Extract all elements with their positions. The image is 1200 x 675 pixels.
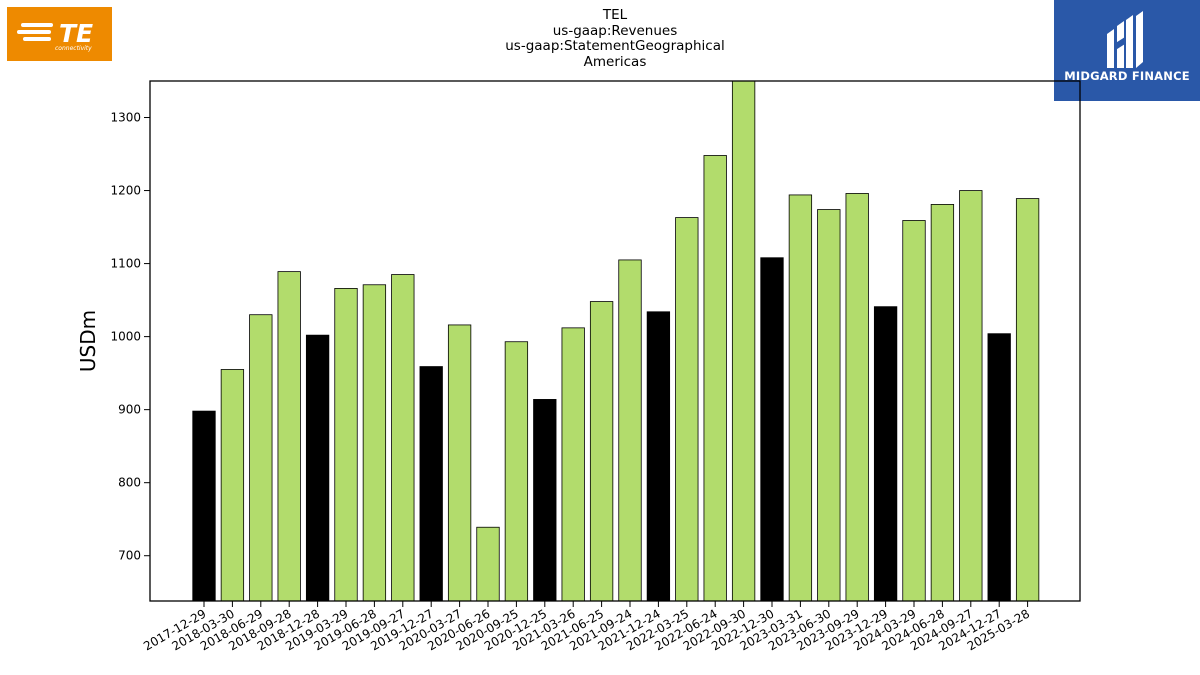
y-tick-label: 1100 — [110, 257, 141, 271]
bar-2023-09-29 — [845, 193, 869, 602]
y-tick-label: 1000 — [110, 330, 141, 344]
bar-2018-03-30 — [220, 369, 245, 602]
te-logo-mark-icon: TE connectivity — [17, 19, 93, 52]
plot-frame — [149, 80, 1081, 602]
bar-2023-12-29 — [873, 306, 898, 602]
y-tick-label: 1200 — [110, 184, 141, 198]
bar-2019-03-29 — [334, 288, 358, 602]
y-tick-label: 900 — [118, 403, 141, 417]
y-tick-label: 1300 — [110, 111, 141, 125]
chart-title: TEL us-gaap:Revenues us-gaap:StatementGe… — [150, 7, 1080, 71]
midgard-logo-text: MIDGARD FINANCE — [1064, 69, 1190, 83]
bar-series — [192, 80, 1040, 602]
x-axis: 2017-12-292018-03-302018-06-292018-09-28… — [141, 601, 1032, 653]
chart-title-line: us-gaap:Revenues — [552, 22, 678, 39]
midgard-finance-logo: MIDGARD FINANCE — [1054, 0, 1200, 101]
bar-2017-12-29 — [192, 410, 216, 602]
te-logo-text: TE — [59, 19, 93, 48]
chart-title-line: Americas — [583, 54, 647, 71]
bar-2021-06-25 — [589, 301, 614, 602]
bar-2020-09-25 — [504, 341, 529, 602]
bar-2022-12-30 — [760, 257, 784, 602]
bar-2021-03-26 — [561, 327, 585, 602]
y-axis: 700 800 900 1000 1100 1200 1300 — [110, 111, 150, 563]
chart-title-line: TEL — [602, 7, 628, 23]
bar-2025-03-28 — [1015, 198, 1040, 602]
bar-2020-06-26 — [476, 526, 500, 602]
bar-2018-12-28 — [305, 334, 330, 602]
y-tick-label: 800 — [118, 476, 141, 490]
bar-2022-06-24 — [703, 155, 727, 602]
bar-2023-03-31 — [788, 194, 813, 602]
bar-2024-09-27 — [959, 190, 983, 602]
bar-2022-03-25 — [675, 217, 699, 602]
te-connectivity-logo: TE connectivity — [7, 7, 112, 61]
bar-2022-09-30 — [731, 80, 756, 602]
bar-2018-06-29 — [249, 314, 273, 602]
chart-title-line: us-gaap:StatementGeographical — [505, 38, 725, 55]
bar-2024-06-28 — [930, 204, 955, 602]
bar-2019-06-28 — [362, 284, 387, 602]
bar-2019-12-27 — [419, 366, 443, 602]
bar-2024-12-27 — [987, 333, 1011, 602]
te-logo-tagline: connectivity — [55, 45, 92, 52]
midgard-logo-mark-icon — [1107, 11, 1143, 68]
bar-2021-09-24 — [618, 259, 642, 602]
bar-2021-12-24 — [646, 311, 671, 602]
bar-2020-03-27 — [447, 324, 472, 602]
bar-2018-09-28 — [277, 271, 301, 602]
bar-2023-06-30 — [817, 209, 841, 602]
bar-2019-09-27 — [391, 274, 415, 602]
y-tick-label: 700 — [118, 549, 141, 563]
bar-2024-03-29 — [902, 220, 926, 602]
y-axis-label: USDm — [76, 310, 100, 372]
bar-2020-12-25 — [533, 399, 557, 602]
